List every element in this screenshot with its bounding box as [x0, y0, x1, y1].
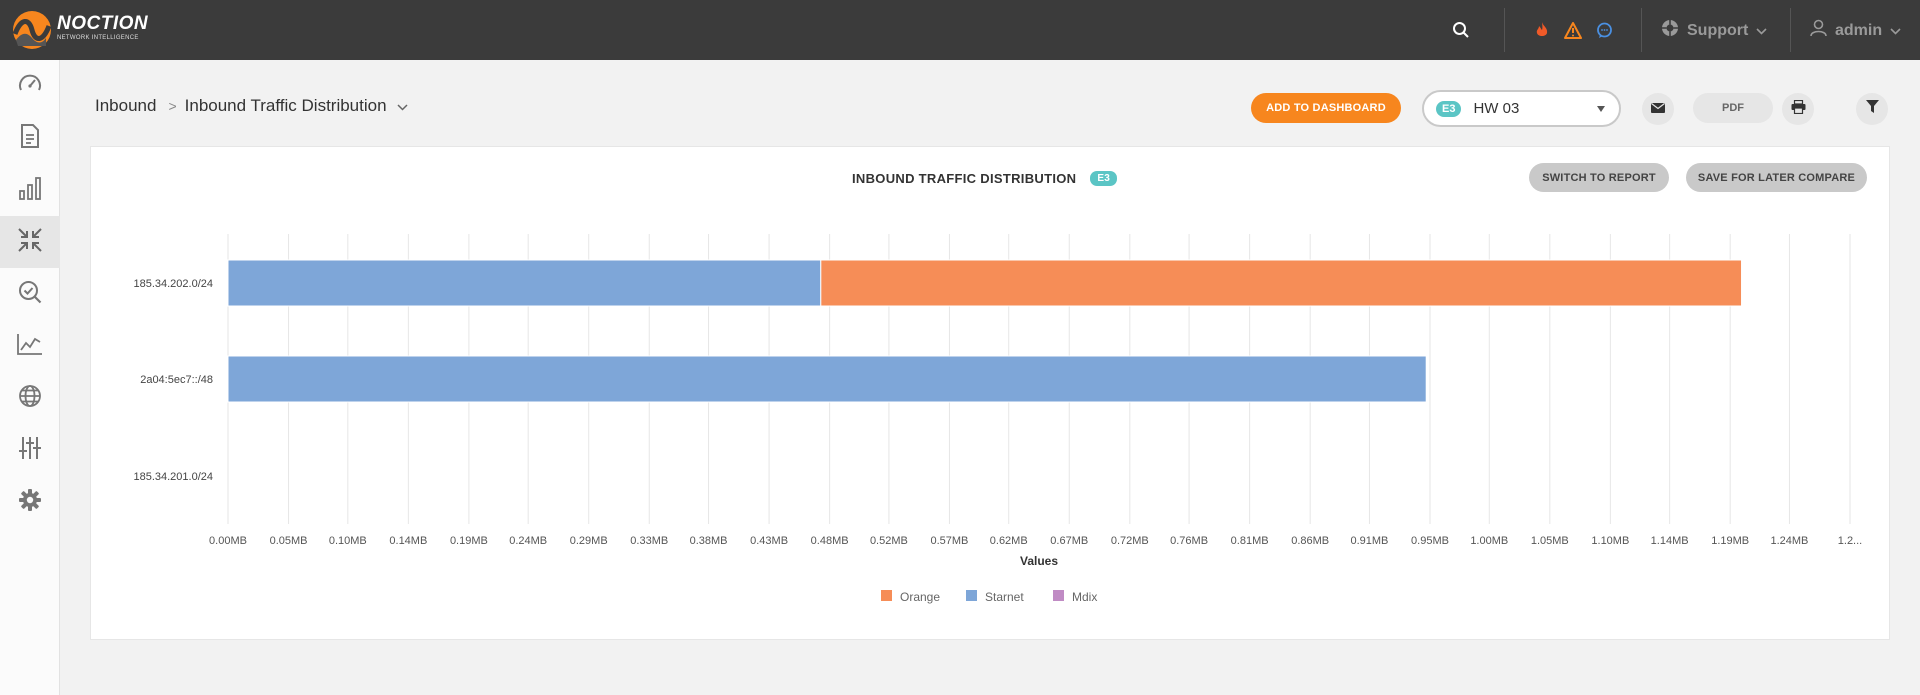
breadcrumb: Inbound > Inbound Traffic Distribution [95, 96, 408, 116]
globe-icon [18, 384, 42, 413]
top-navigation-bar: NOCTION NETWORK INTELLIGENCE Support adm… [0, 0, 1920, 60]
bar-chart-icon [18, 176, 42, 205]
topbar-divider [1504, 8, 1505, 52]
user-icon [1810, 19, 1827, 42]
brand: NOCTION NETWORK INTELLIGENCE [57, 14, 148, 42]
line-chart-icon [17, 333, 43, 360]
sidebar-item-settings[interactable] [0, 476, 60, 528]
printer-icon [1791, 99, 1806, 119]
chart-platform-badge: E3 [1090, 171, 1118, 186]
bar-orange[interactable] [820, 259, 1743, 307]
support-label: Support [1687, 21, 1749, 39]
search-check-icon [18, 280, 42, 309]
breadcrumb-separator: > [168, 98, 177, 114]
chart-title: INBOUND TRAFFIC DISTRIBUTION [852, 171, 1077, 186]
add-to-dashboard-button[interactable]: ADD TO DASHBOARD [1251, 93, 1401, 123]
legend-label-starnet[interactable]: Starnet [985, 590, 1024, 604]
email-button[interactable] [1642, 93, 1674, 125]
legend-swatch-starnet[interactable] [966, 590, 977, 601]
legend-label-mdix[interactable]: Mdix [1072, 590, 1097, 604]
pdf-button[interactable]: PDF [1693, 93, 1773, 123]
noction-logo-icon[interactable] [12, 10, 52, 50]
sidebar-item-network[interactable] [0, 372, 60, 424]
chevron-down-icon [1756, 22, 1767, 40]
sidebar-item-trends[interactable] [0, 320, 60, 372]
print-button[interactable] [1782, 93, 1814, 125]
chat-icon[interactable] [1592, 18, 1616, 42]
user-menu[interactable]: admin [1810, 19, 1901, 42]
caret-down-icon [1597, 106, 1605, 112]
sidebar-item-dashboard[interactable] [0, 60, 60, 112]
lifebuoy-icon [1661, 19, 1679, 42]
chevron-down-icon[interactable] [397, 96, 408, 116]
filter-icon [1865, 99, 1879, 119]
filter-button[interactable] [1856, 93, 1888, 125]
dashboard-gauge-icon [18, 74, 42, 99]
legend-swatch-orange[interactable] [881, 590, 892, 601]
platform-select[interactable]: E3 HW 03 [1422, 90, 1621, 127]
document-icon [20, 123, 40, 153]
sliders-icon [18, 436, 42, 465]
breadcrumb-parent[interactable]: Inbound [95, 96, 157, 115]
bar-starnet[interactable] [227, 355, 1427, 403]
brand-tagline: NETWORK INTELLIGENCE [57, 35, 139, 41]
brand-name: NOCTION [57, 13, 149, 34]
save-for-later-compare-button[interactable]: SAVE FOR LATER COMPARE [1686, 163, 1867, 192]
topbar-divider [1790, 8, 1791, 52]
switch-to-report-button[interactable]: SWITCH TO REPORT [1529, 163, 1669, 192]
platform-badge: E3 [1436, 100, 1462, 117]
breadcrumb-current[interactable]: Inbound Traffic Distribution [184, 96, 387, 115]
support-menu[interactable]: Support [1661, 19, 1767, 42]
fire-icon[interactable] [1530, 18, 1554, 42]
legend-label-orange[interactable]: Orange [900, 590, 940, 604]
chart-title-row: INBOUND TRAFFIC DISTRIBUTION E3 [852, 171, 1118, 186]
platform-value: HW 03 [1473, 100, 1520, 117]
sidebar [0, 60, 60, 695]
sidebar-item-reports[interactable] [0, 112, 60, 164]
sidebar-item-inbound[interactable] [0, 216, 60, 268]
sidebar-item-statistics[interactable] [0, 164, 60, 216]
chevron-down-icon [1890, 22, 1901, 40]
envelope-icon [1651, 100, 1665, 118]
legend-swatch-mdix[interactable] [1053, 590, 1064, 601]
topbar-divider [1641, 8, 1642, 52]
inbound-arrows-icon [17, 227, 43, 258]
bar-starnet[interactable] [227, 259, 822, 307]
search-icon[interactable] [1449, 18, 1473, 42]
gear-icon [18, 488, 42, 517]
user-label: admin [1835, 21, 1883, 39]
sidebar-item-configuration[interactable] [0, 424, 60, 476]
sidebar-item-analysis[interactable] [0, 268, 60, 320]
warning-icon[interactable] [1561, 18, 1585, 42]
